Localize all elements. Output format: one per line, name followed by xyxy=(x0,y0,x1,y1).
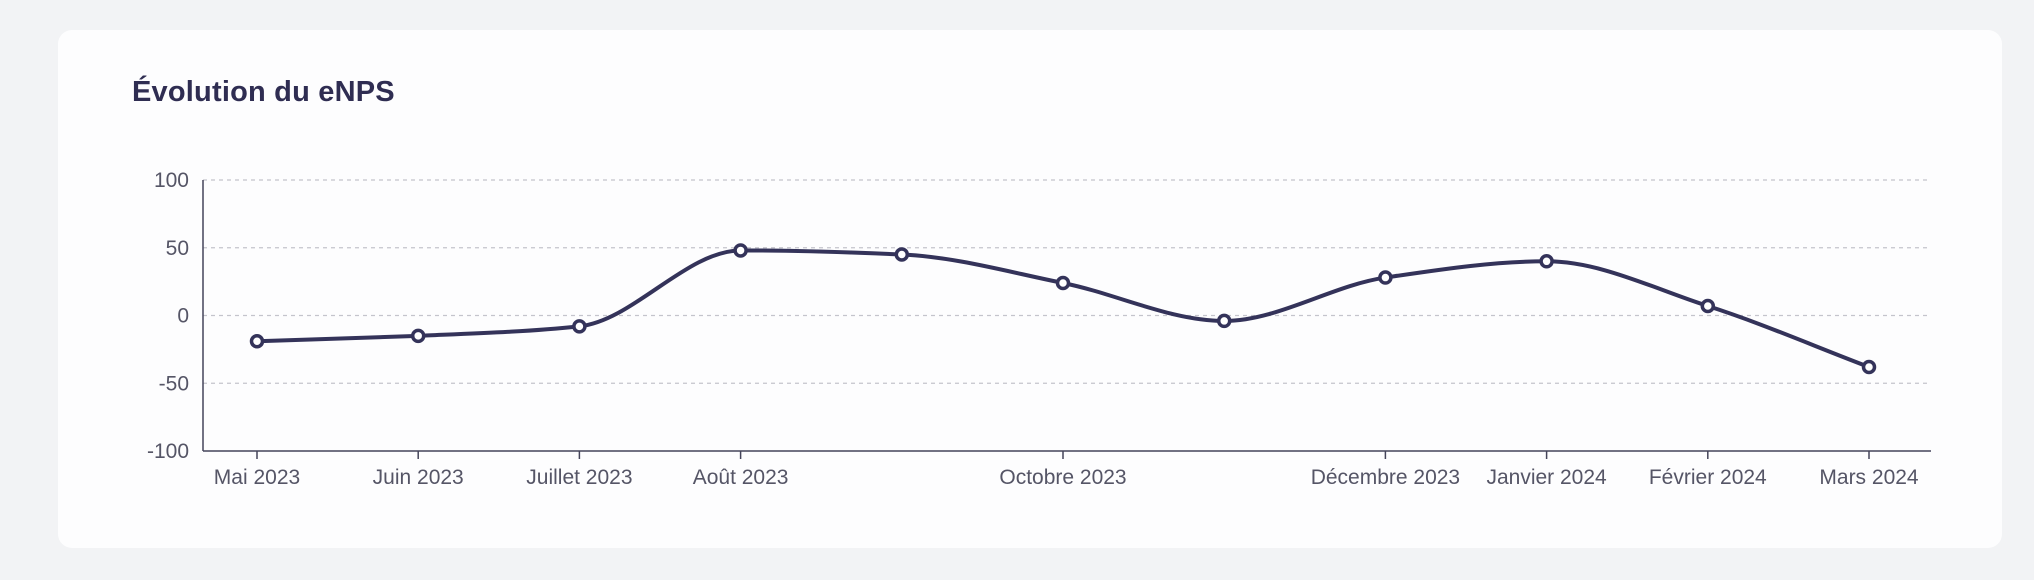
data-point[interactable] xyxy=(894,247,910,262)
y-tick-label: -100 xyxy=(147,440,189,463)
data-point[interactable] xyxy=(1216,313,1232,329)
data-point[interactable] xyxy=(410,328,426,344)
y-tick-labels: 100 50 0 -50 -100 xyxy=(147,169,189,463)
x-tick-label: Octobre 2023 xyxy=(999,466,1126,489)
data-point[interactable] xyxy=(1861,359,1877,375)
x-tick-label: Août 2023 xyxy=(693,466,789,489)
y-tick-label: 50 xyxy=(166,237,189,260)
chart-title: Évolution du eNPS xyxy=(132,76,395,108)
y-tick-label: 100 xyxy=(154,169,189,192)
x-tick-label: Décembre 2023 xyxy=(1311,466,1460,489)
data-point[interactable] xyxy=(572,319,587,334)
data-point[interactable] xyxy=(1700,298,1716,314)
axes xyxy=(202,180,1931,459)
y-tick-label: 0 xyxy=(177,305,189,328)
x-tick-label: Juin 2023 xyxy=(373,466,464,489)
x-tick-label: Mai 2023 xyxy=(214,466,300,489)
data-point[interactable] xyxy=(1055,275,1071,291)
data-point[interactable] xyxy=(733,243,748,258)
data-point[interactable] xyxy=(1378,270,1393,285)
data-point[interactable] xyxy=(249,333,265,349)
y-tick-label: -50 xyxy=(159,372,189,395)
grid-lines xyxy=(203,179,1931,384)
x-tick-label: Mars 2024 xyxy=(1819,466,1919,489)
chart-card: Évolution du eNPS 100 50 0 -50 -100 Mai 2023… xyxy=(58,30,2002,548)
data-points xyxy=(249,243,1877,375)
x-tick-label: Janvier 2024 xyxy=(1486,466,1607,489)
x-tick-label: Juillet 2023 xyxy=(526,466,632,489)
enps-line-chart: 100 50 0 -50 -100 Mai 2023 Juin 2023 Juillet 2… xyxy=(147,169,1931,489)
x-tick-labels: Mai 2023 Juin 2023 Juillet 2023 Août 2023 Oc… xyxy=(214,466,1919,489)
data-point[interactable] xyxy=(1539,254,1554,269)
x-tick-label: Février 2024 xyxy=(1649,466,1767,489)
series-line-layer xyxy=(255,248,1871,369)
series-line xyxy=(255,248,1871,369)
